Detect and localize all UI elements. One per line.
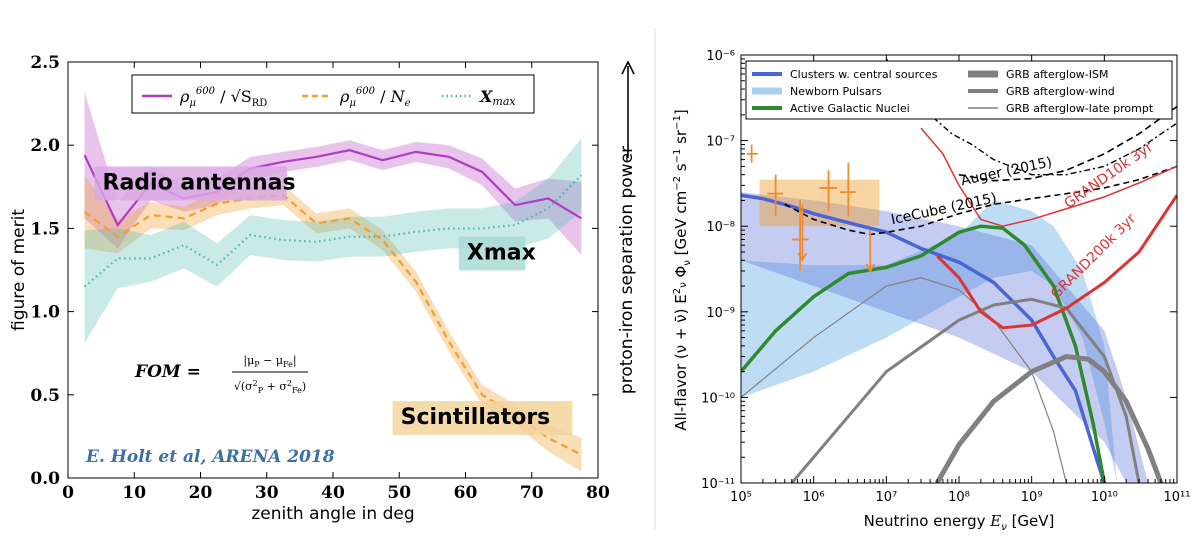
fom-y-tick-label: 1.0 — [30, 303, 60, 323]
xmax-series-line — [83, 174, 583, 288]
neutrino-chart: IceCube (2015)Auger (2015) GRAND10k 3yrGR… — [672, 49, 1190, 533]
fom-y-tick-label: 0.5 — [30, 386, 60, 406]
nu-x-axis-label: Neutrino energy Eν [GeV] — [864, 512, 1055, 533]
fom-credit: E. Holt et al, ARENA 2018 — [85, 447, 335, 467]
nu-y-tick-label: 10⁻¹⁰ — [701, 391, 735, 406]
nu-x-tick-label: 10⁶ — [803, 490, 825, 505]
nu-series-line — [784, 165, 1177, 236]
nu-upper-limit-arrow — [797, 252, 808, 263]
fom-x-tick-label: 60 — [454, 483, 478, 503]
fom-annotation-label: Xmax — [467, 240, 536, 265]
fom-x-tick-label: 80 — [586, 483, 610, 503]
xmax-error-band — [84, 138, 582, 344]
fom-annotation-label: Scintillators — [401, 405, 551, 430]
fom-annotation-label: Radio antennas — [103, 170, 296, 195]
fom-y-tick-label: 1.5 — [30, 219, 60, 239]
nu-upper-limit-arrow — [865, 263, 875, 273]
fom-y-axis-label: figure of merit — [9, 209, 29, 331]
nu-series-line — [920, 127, 1177, 227]
fom-x-tick-label: 20 — [189, 483, 213, 503]
nu-legend-label: GRB afterglow-ISM — [1006, 68, 1109, 81]
fom-y-tick-label: 2.0 — [30, 136, 60, 156]
nu-y-tick-label: 10⁻¹¹ — [701, 477, 735, 492]
nu-legend-label: Active Galactic Nuclei — [790, 102, 910, 115]
fom-right-label: proton-iron separation power — [617, 146, 637, 394]
nu-series-line — [934, 354, 1164, 483]
nu-legend-label: GRB afterglow-wind — [1006, 85, 1115, 98]
fom-y-tick-label: 0.0 — [30, 469, 60, 489]
nu-legend-box — [745, 60, 1173, 120]
fom-x-tick-label: 50 — [387, 483, 411, 503]
nu-series-line — [741, 277, 1067, 483]
fom-x-tick-label: 40 — [321, 483, 345, 503]
fom-x-axis-label: zenith angle in deg — [251, 504, 414, 524]
nu-flux-band — [741, 192, 1149, 483]
nu-series-line — [958, 105, 1177, 182]
nu-flux-band — [741, 200, 1118, 483]
radio-error-band — [84, 91, 582, 256]
nu-y-tick-label: 10⁻⁶ — [706, 49, 735, 64]
fom-x-tick-label: 70 — [520, 483, 544, 503]
nu-y-tick-label: 10⁻⁹ — [706, 306, 735, 321]
fom-right-arrow-head — [621, 60, 635, 75]
nu-legend-label: Newborn Pulsars — [790, 85, 882, 98]
fom-annotation-bg — [458, 236, 526, 271]
nu-series-line — [885, 58, 1177, 176]
nu-series-line — [790, 297, 1141, 483]
nu-series-line — [936, 194, 1177, 330]
fom-x-tick-label: 10 — [122, 483, 146, 503]
nu-curve-label: GRAND10k 3yr — [1061, 139, 1156, 212]
nu-x-tick-label: 10⁵ — [730, 490, 752, 505]
nu-x-tick-label: 10⁷ — [875, 490, 897, 505]
fom-annotation-bg — [392, 401, 573, 436]
nu-x-tick-label: 10¹⁰ — [1091, 490, 1118, 505]
nu-y-tick-label: 10⁻⁸ — [706, 220, 735, 235]
fom-formula: FOM = — [134, 362, 201, 382]
scint-series-line — [83, 193, 582, 456]
nu-series-line — [741, 193, 1106, 483]
nu-legend-label: Clusters w. central sources — [790, 68, 938, 81]
fom-x-tick-label: 0 — [62, 483, 74, 503]
nu-series-line — [741, 224, 1107, 483]
nu-curve-label: Auger (2015) — [960, 154, 1054, 189]
fom-x-tick-label: 30 — [255, 483, 279, 503]
fom-y-tick-label: 2.5 — [30, 53, 60, 73]
fom-annotation-bg — [94, 166, 287, 201]
nu-y-tick-label: 10⁻⁷ — [706, 135, 735, 150]
fom-legend-box — [131, 74, 535, 114]
nu-y-axis-label: All-flavor (ν + ν̄) E2ν Φν [GeV cm−2 s−1… — [672, 109, 693, 430]
nu-legend-label: GRB afterglow-late prompt — [1006, 102, 1154, 115]
fom-legend: ρμ600 / √SRD ρμ600 / Ne Xmax — [131, 74, 535, 114]
nu-x-tick-label: 10⁸ — [948, 490, 970, 505]
nu-x-tick-label: 10¹¹ — [1164, 490, 1191, 505]
nu-x-tick-label: 10⁹ — [1021, 490, 1043, 505]
fom-chart: 0 10 20 30 40 50 60 70 80 0.0 0.5 1.0 1.5 2.0 2.5 Radi… — [9, 53, 637, 524]
